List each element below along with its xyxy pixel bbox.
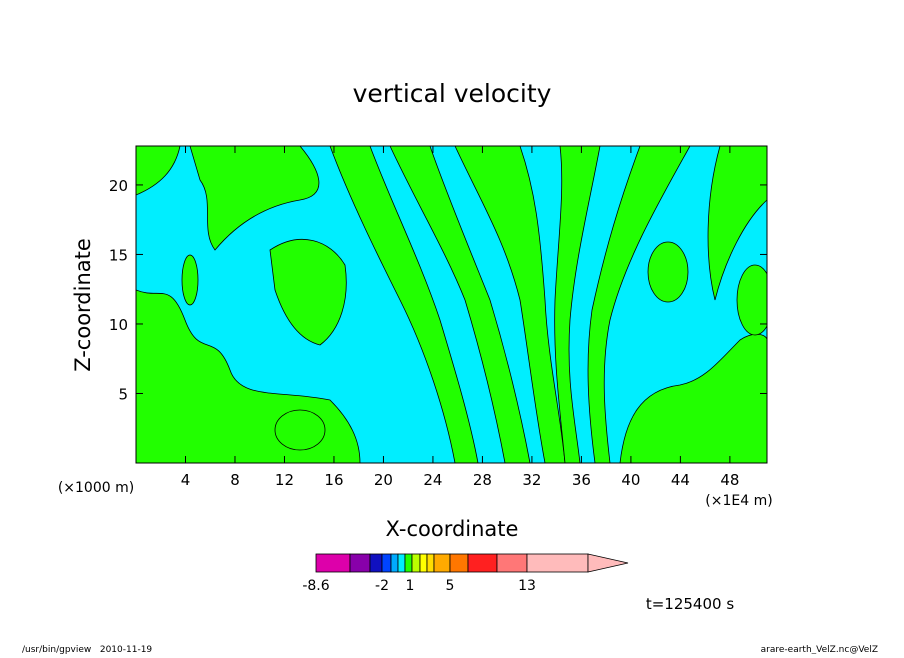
time-label: t=125400 s <box>646 595 734 613</box>
x-tick-label: 4 <box>181 471 191 489</box>
x-tick-label: 16 <box>324 471 343 489</box>
colorbar <box>315 553 629 573</box>
x-unit: (×1000 m) <box>58 480 134 496</box>
plot-frame <box>135 145 768 464</box>
colorbar-label: -8.6 <box>302 578 329 594</box>
contour-field <box>136 146 767 463</box>
x-tick-label: 28 <box>473 471 492 489</box>
x-tick-label: 12 <box>275 471 294 489</box>
y-tick-label: 5 <box>118 385 128 403</box>
x-tick-label: 44 <box>671 471 690 489</box>
x-tick-label: 8 <box>230 471 240 489</box>
x-tick-label: 24 <box>423 471 442 489</box>
y-axis-label: Z-coordinate <box>71 238 95 372</box>
colorbar-label: -2 <box>375 578 389 594</box>
x-tick-label: 20 <box>374 471 393 489</box>
x-tick-label: 48 <box>720 471 739 489</box>
y-tick-label: 10 <box>109 316 128 334</box>
footer-right: arare-earth_VelZ.nc@VelZ <box>761 645 878 654</box>
chart-title: vertical velocity <box>353 79 552 108</box>
y-tick-label: 15 <box>109 246 128 264</box>
x-tick-label: 36 <box>572 471 591 489</box>
footer-left: /usr/bin/gpview 2010-11-19 <box>22 645 152 654</box>
x-tick-label: 32 <box>522 471 541 489</box>
colorbar-label: 1 <box>406 578 415 594</box>
colorbar-label: 13 <box>518 578 536 594</box>
y-tick-label: 20 <box>109 177 128 195</box>
x-tick-label: 40 <box>621 471 640 489</box>
x-axis-label: X-coordinate <box>386 517 519 541</box>
x-scale-note: (×1E4 m) <box>705 493 772 509</box>
colorbar-label: 5 <box>446 578 455 594</box>
